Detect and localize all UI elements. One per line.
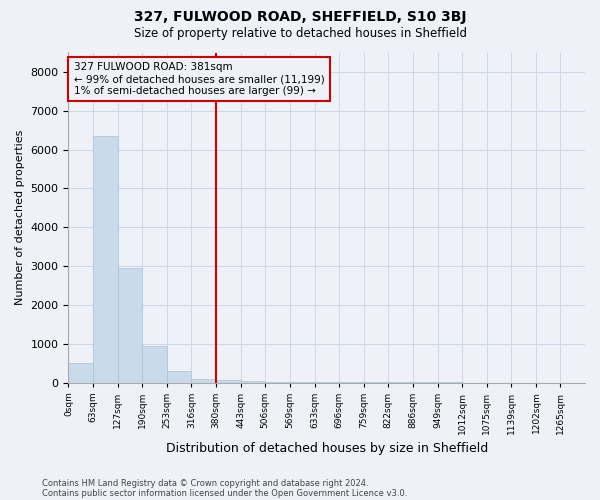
X-axis label: Distribution of detached houses by size in Sheffield: Distribution of detached houses by size … [166,442,488,455]
Bar [216,380,241,382]
Text: Contains public sector information licensed under the Open Government Licence v3: Contains public sector information licen… [42,488,407,498]
Text: 327 FULWOOD ROAD: 381sqm
← 99% of detached houses are smaller (11,199)
1% of sem: 327 FULWOOD ROAD: 381sqm ← 99% of detach… [74,62,325,96]
Bar [93,136,118,382]
Bar [68,363,93,382]
Y-axis label: Number of detached properties: Number of detached properties [15,130,25,305]
Text: Size of property relative to detached houses in Sheffield: Size of property relative to detached ho… [133,28,467,40]
Text: 327, FULWOOD ROAD, SHEFFIELD, S10 3BJ: 327, FULWOOD ROAD, SHEFFIELD, S10 3BJ [134,10,466,24]
Bar [191,378,216,382]
Bar [142,346,167,383]
Text: Contains HM Land Registry data © Crown copyright and database right 2024.: Contains HM Land Registry data © Crown c… [42,478,368,488]
Bar [118,268,142,382]
Bar [167,371,191,382]
